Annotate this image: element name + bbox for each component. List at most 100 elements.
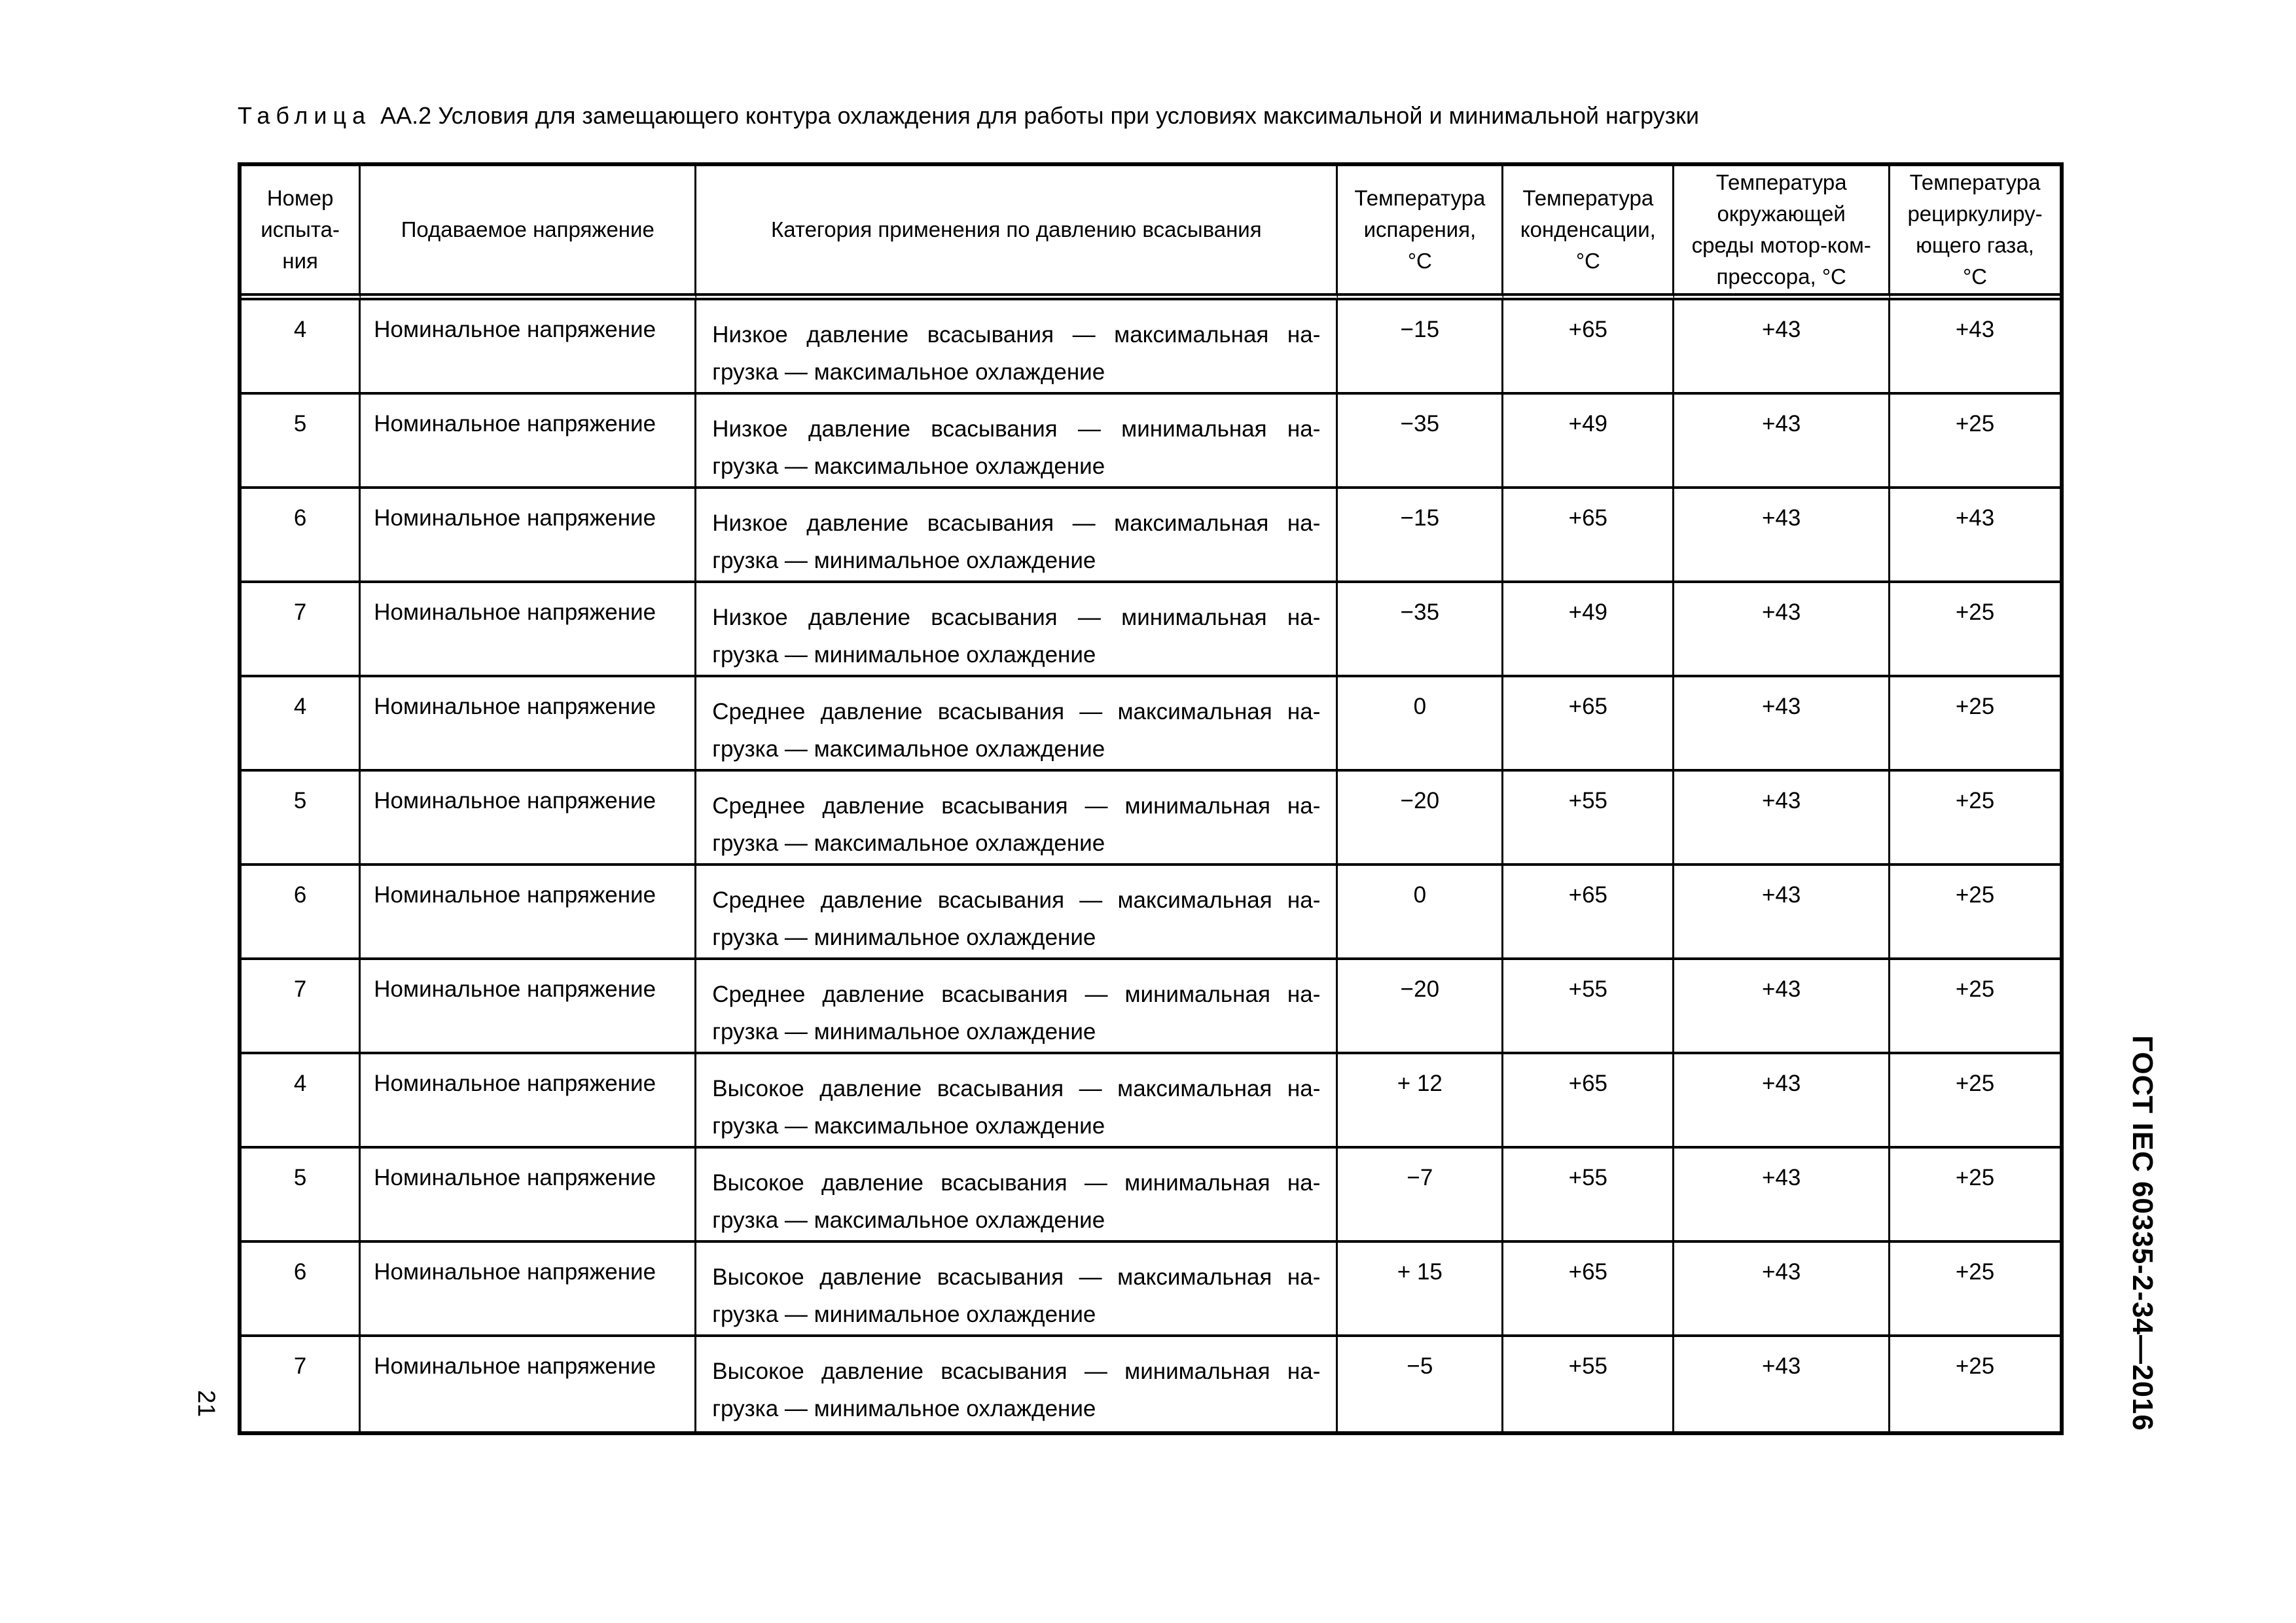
table-cell-voltage: Номинальное напряжение: [361, 1337, 697, 1431]
table-cell-voltage: Номинальное напряжение: [361, 489, 697, 583]
table-cell-t_cond: +65: [1503, 1243, 1675, 1337]
table-cell-num: 4: [242, 677, 361, 772]
table-cell-voltage: Номинальное напряжение: [361, 1149, 697, 1243]
table-cell-category: Среднее давление всасывания — максимальн…: [696, 677, 1338, 772]
table-cell-t_cond: +65: [1503, 677, 1675, 772]
table-cell-t_amb: +43: [1674, 489, 1891, 583]
table-cell-category: Среднее давление всасывания — максимальн…: [696, 866, 1338, 960]
table-cell-voltage: Номинальное напряжение: [361, 772, 697, 866]
table-cell-voltage: Номинальное напряжение: [361, 583, 697, 677]
table-cell-voltage: Номинальное напряжение: [361, 300, 697, 395]
table-cell-t_evap: −20: [1338, 960, 1504, 1054]
table-cell-num: 5: [242, 772, 361, 866]
table-cell-t_amb: +43: [1674, 772, 1891, 866]
category-line-1: Среднее давление всасывания — минимальна…: [712, 793, 1321, 819]
category-line-2: грузка — максимальное охлаждение: [712, 1113, 1105, 1139]
table-cell-t_evap: −15: [1338, 300, 1504, 395]
table-cell-t_cond: +65: [1503, 489, 1675, 583]
table-cell-t_evap: −5: [1338, 1337, 1504, 1431]
category-line-1: Среднее давление всасывания — минимальна…: [712, 982, 1321, 1007]
category-line-1: Высокое давление всасывания — максимальн…: [712, 1076, 1321, 1101]
category-line-1: Низкое давление всасывания — минимальная…: [712, 416, 1321, 442]
category-line-1: Среднее давление всасывания — максимальн…: [712, 699, 1321, 724]
table-cell-category: Низкое давление всасывания — минимальная…: [696, 395, 1338, 489]
table: Номер испыта- ния Подаваемое напряжение Ка…: [238, 162, 2064, 1435]
table-cell-t_amb: +43: [1674, 300, 1891, 395]
table-cell-voltage: Номинальное напряжение: [361, 395, 697, 489]
category-line-2: грузка — минимальное охлаждение: [712, 1018, 1096, 1044]
category-line-2: грузка — минимальное охлаждение: [712, 1395, 1096, 1421]
category-line-2: грузка — максимальное охлаждение: [712, 1207, 1105, 1233]
table-cell-category: Низкое давление всасывания — максимальна…: [696, 300, 1338, 395]
table-cell-num: 6: [242, 1243, 361, 1337]
table-cell-t_recirc: +25: [1890, 866, 2060, 960]
table-cell-t_cond: +65: [1503, 1054, 1675, 1149]
table-caption-label: Таблица: [238, 102, 372, 129]
table-cell-num: 6: [242, 489, 361, 583]
table-caption-text: АА.2 Условия для замещающего контура охл…: [380, 102, 1699, 129]
column-header-t_amb: Температура окружающей среды мотор-ком- …: [1674, 166, 1891, 300]
category-line-1: Низкое давление всасывания — максимальна…: [712, 322, 1321, 348]
column-header-voltage: Подаваемое напряжение: [361, 166, 697, 300]
table-cell-t_amb: +43: [1674, 866, 1891, 960]
table-cell-t_recirc: +25: [1890, 772, 2060, 866]
table-cell-voltage: Номинальное напряжение: [361, 677, 697, 772]
category-line-2: грузка — максимальное охлаждение: [712, 453, 1105, 479]
table-cell-num: 5: [242, 1149, 361, 1243]
table-cell-t_evap: −15: [1338, 489, 1504, 583]
table-cell-t_evap: + 12: [1338, 1054, 1504, 1149]
table-cell-t_cond: +55: [1503, 1149, 1675, 1243]
column-header-num: Номер испыта- ния: [242, 166, 361, 300]
table-cell-t_cond: +49: [1503, 395, 1675, 489]
table-cell-voltage: Номинальное напряжение: [361, 866, 697, 960]
table-cell-num: 5: [242, 395, 361, 489]
category-line-2: грузка — максимальное охлаждение: [712, 359, 1105, 385]
table-cell-t_evap: −7: [1338, 1149, 1504, 1243]
table-cell-t_cond: +55: [1503, 1337, 1675, 1431]
category-line-2: грузка — минимальное охлаждение: [712, 1301, 1096, 1327]
table-cell-num: 6: [242, 866, 361, 960]
table-cell-t_amb: +43: [1674, 1054, 1891, 1149]
table-cell-t_evap: −20: [1338, 772, 1504, 866]
table-cell-category: Низкое давление всасывания — минимальная…: [696, 583, 1338, 677]
table-cell-voltage: Номинальное напряжение: [361, 960, 697, 1054]
table-cell-t_cond: +65: [1503, 866, 1675, 960]
category-line-1: Высокое давление всасывания — минимальна…: [712, 1359, 1321, 1384]
column-header-t_cond: Температура конденсации, °С: [1503, 166, 1675, 300]
table-cell-t_amb: +43: [1674, 1337, 1891, 1431]
table-cell-t_cond: +49: [1503, 583, 1675, 677]
table-cell-category: Низкое давление всасывания — максимальна…: [696, 489, 1338, 583]
table-cell-category: Высокое давление всасывания — минимальна…: [696, 1337, 1338, 1431]
table-cell-category: Среднее давление всасывания — минимальна…: [696, 960, 1338, 1054]
table-cell-t_evap: 0: [1338, 677, 1504, 772]
table-cell-t_amb: +43: [1674, 1243, 1891, 1337]
table-cell-t_evap: −35: [1338, 395, 1504, 489]
table-cell-voltage: Номинальное напряжение: [361, 1054, 697, 1149]
table-cell-t_cond: +55: [1503, 772, 1675, 866]
table-cell-t_recirc: +25: [1890, 1149, 2060, 1243]
table-cell-t_evap: 0: [1338, 866, 1504, 960]
table-caption: Таблица АА.2 Условия для замещающего конт…: [238, 102, 1699, 130]
table-cell-t_recirc: +25: [1890, 395, 2060, 489]
table-cell-t_amb: +43: [1674, 1149, 1891, 1243]
category-line-1: Среднее давление всасывания — максимальн…: [712, 887, 1321, 913]
table-cell-num: 7: [242, 583, 361, 677]
column-header-t_evap: Температура испарения, °С: [1338, 166, 1504, 300]
standard-designation: ГОСТ IEC 60335-2-34—2016: [2126, 1035, 2159, 1431]
category-line-2: грузка — максимальное охлаждение: [712, 736, 1105, 762]
table-cell-category: Высокое давление всасывания — максимальн…: [696, 1054, 1338, 1149]
table-cell-t_recirc: +25: [1890, 583, 2060, 677]
category-line-1: Низкое давление всасывания — максимальна…: [712, 510, 1321, 536]
category-line-2: грузка — минимальное охлаждение: [712, 641, 1096, 668]
table-cell-t_recirc: +25: [1890, 677, 2060, 772]
column-header-t_recirc: Температура рециркулиру- ющего газа, °С: [1890, 166, 2060, 300]
table-cell-category: Высокое давление всасывания — минимальна…: [696, 1149, 1338, 1243]
table-cell-num: 4: [242, 300, 361, 395]
table-cell-t_amb: +43: [1674, 960, 1891, 1054]
table-cell-category: Высокое давление всасывания — максимальн…: [696, 1243, 1338, 1337]
table-cell-t_amb: +43: [1674, 395, 1891, 489]
table-cell-t_recirc: +25: [1890, 1243, 2060, 1337]
table-cell-category: Среднее давление всасывания — минимальна…: [696, 772, 1338, 866]
table-cell-t_recirc: +43: [1890, 300, 2060, 395]
